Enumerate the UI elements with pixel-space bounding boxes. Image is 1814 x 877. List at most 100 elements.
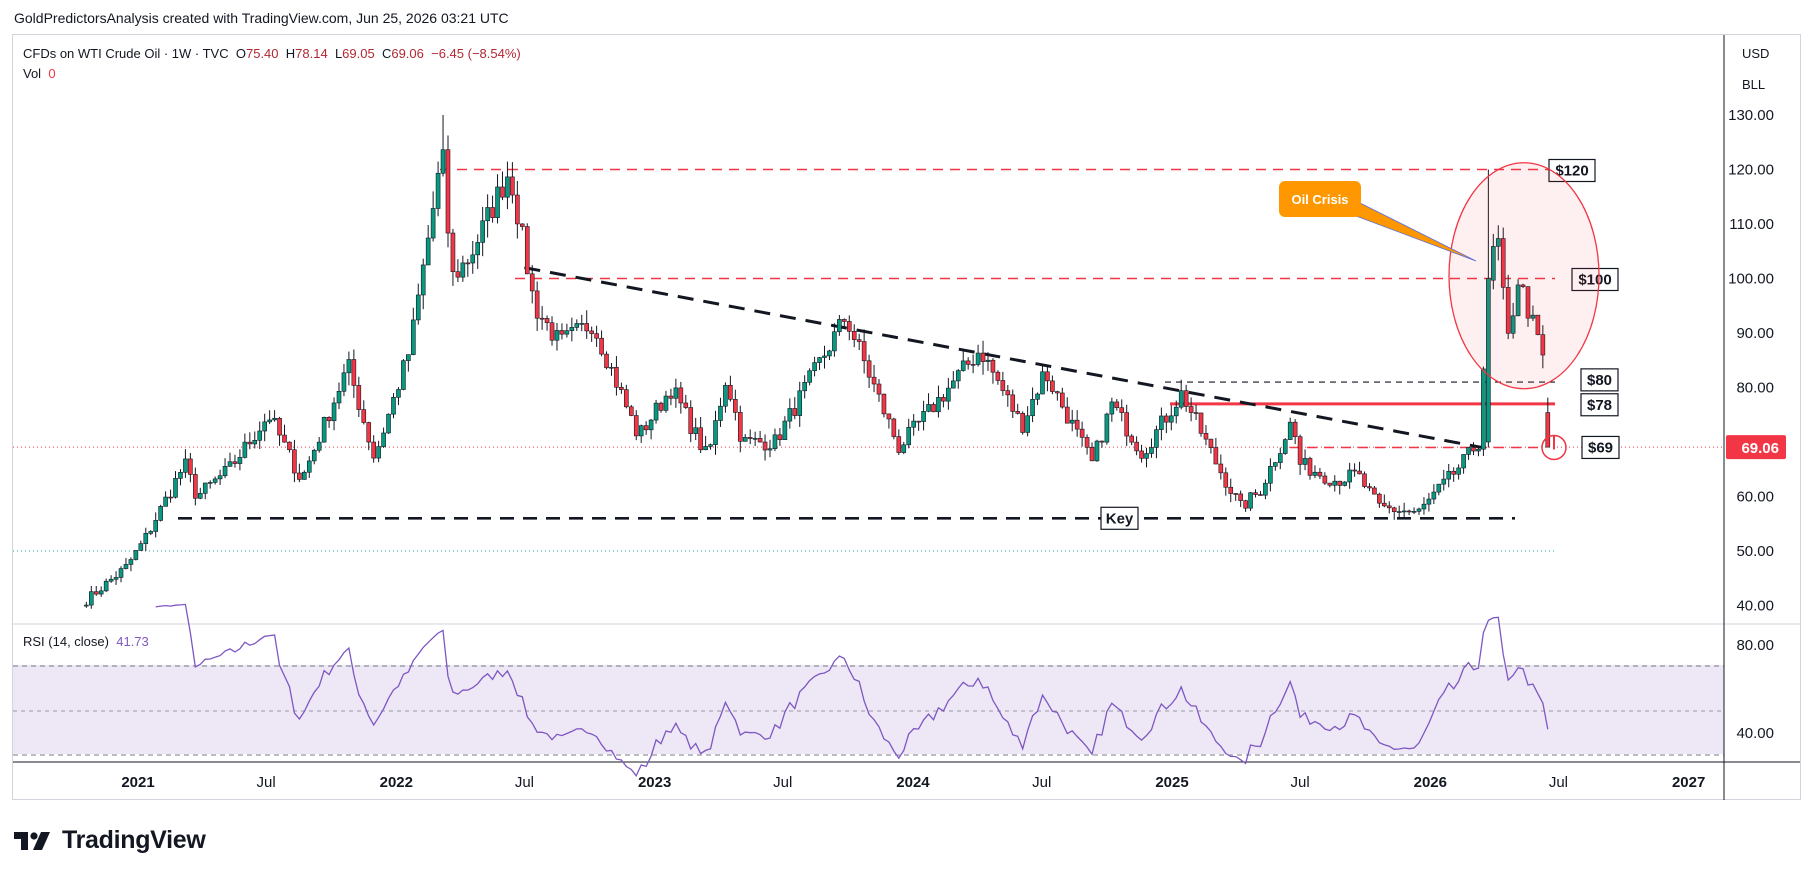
candle-body (807, 370, 812, 383)
candle-body (822, 355, 827, 358)
candle-body (747, 437, 753, 439)
unit-button[interactable]: BLL (1742, 77, 1766, 92)
candle-body (1431, 491, 1437, 500)
candle-body (846, 321, 852, 332)
candle-body (658, 402, 664, 411)
rsi-value: 41.73 (116, 634, 149, 649)
label-69-box (1581, 435, 1620, 460)
candle-body (1471, 447, 1476, 452)
candle-body (1515, 284, 1521, 317)
candle-body (168, 496, 173, 499)
candle-body (742, 437, 748, 442)
candle-body (985, 359, 991, 362)
symbol-legend[interactable]: CFDs on WTI Crude Oil · 1W · TVC O75.40 … (23, 44, 521, 84)
candle-body (881, 393, 887, 415)
candle-body (1149, 447, 1154, 454)
label-key[interactable]: Key (1100, 506, 1139, 530)
candle-body (297, 472, 302, 480)
label-78[interactable]: $78 (1580, 393, 1619, 417)
candle-body (470, 254, 476, 264)
label-80[interactable]: $80 (1580, 368, 1619, 392)
candle-body (1248, 492, 1253, 509)
time-tick-label: 2026 (1414, 774, 1447, 791)
candle-body (1263, 482, 1268, 496)
currency-button[interactable]: USD (1742, 46, 1770, 61)
candle-body (817, 357, 822, 363)
candle-body (871, 376, 877, 385)
candle-body (1297, 436, 1303, 465)
time-tick-label: 2027 (1672, 774, 1705, 791)
candle-body (1089, 447, 1095, 462)
rsi-polyline (155, 603, 1549, 778)
candle-body (911, 420, 916, 428)
candle-body (757, 438, 763, 443)
candle-body (460, 262, 466, 278)
candle-body (341, 372, 347, 392)
candle-body (777, 434, 783, 441)
candle-body (287, 441, 292, 451)
label-120[interactable]: $120 (1548, 158, 1596, 183)
candle-body (475, 242, 481, 256)
candle-body (1495, 238, 1501, 247)
volume-value: 0 (48, 66, 56, 81)
candle-body (683, 402, 689, 408)
candle-body (1144, 453, 1149, 459)
rsi-label[interactable]: RSI (14, close) (23, 634, 109, 649)
candle-body (1035, 393, 1040, 400)
candle-body (84, 604, 89, 607)
candle-body (148, 531, 154, 534)
candle-body (188, 458, 193, 475)
crisis-ellipse[interactable] (1448, 162, 1600, 390)
candle-body (1074, 419, 1080, 430)
candle-body (832, 331, 837, 352)
candle-body (1228, 486, 1234, 494)
label-69[interactable]: $69 (1581, 435, 1620, 460)
candle-body (178, 472, 183, 479)
candle-body (866, 360, 872, 378)
candle-body (926, 404, 931, 412)
symbol-title[interactable]: CFDs on WTI Crude Oil · 1W · TVC (23, 46, 229, 61)
tradingview-logo-text: TradingView (62, 826, 206, 854)
candle-body (1426, 498, 1432, 505)
candle-body (123, 564, 129, 569)
candle-body (851, 331, 857, 340)
candle-body (1466, 447, 1471, 455)
candle-body (232, 461, 238, 464)
candle-body (292, 449, 297, 474)
candle-body (302, 471, 307, 480)
price-tick-label: 90.00 (1736, 325, 1774, 342)
candle-body (138, 543, 144, 551)
current-price-badge[interactable]: 69.06 (1726, 435, 1786, 460)
rsi-legend[interactable]: RSI (14, close) 41.73 (23, 634, 149, 649)
candle-body (1124, 412, 1130, 437)
candle-body (163, 496, 168, 507)
candle-body (1416, 508, 1422, 512)
candle-body (1223, 472, 1229, 488)
candle-body (802, 381, 807, 392)
candle-body (1372, 487, 1377, 495)
price-tick-label: 100.00 (1728, 271, 1774, 288)
label-80-box (1580, 368, 1619, 392)
candle-body (1178, 390, 1184, 408)
candle-body (440, 149, 446, 174)
high-label: H (285, 46, 296, 61)
candle-body (346, 359, 352, 374)
descending-trendline[interactable] (524, 266, 1483, 449)
candle-body (1436, 483, 1442, 493)
close-value: 69.06 (391, 46, 424, 61)
candle-body (143, 533, 149, 544)
label-100[interactable]: $100 (1571, 267, 1619, 292)
candle-body (411, 319, 416, 355)
candle-body (93, 591, 99, 595)
low-value: 69.05 (342, 46, 375, 61)
candle-body (1094, 440, 1100, 462)
candle-body (173, 478, 178, 498)
tradingview-logo[interactable]: TradingView (14, 826, 206, 855)
oil-crisis-callout[interactable]: Oil Crisis (1279, 181, 1477, 262)
time-tick-label: 2022 (380, 774, 413, 791)
chart-frame (12, 34, 1801, 800)
rsi-band (13, 665, 1724, 754)
candle-body (772, 434, 778, 449)
price-tick-label: 130.00 (1728, 107, 1774, 124)
